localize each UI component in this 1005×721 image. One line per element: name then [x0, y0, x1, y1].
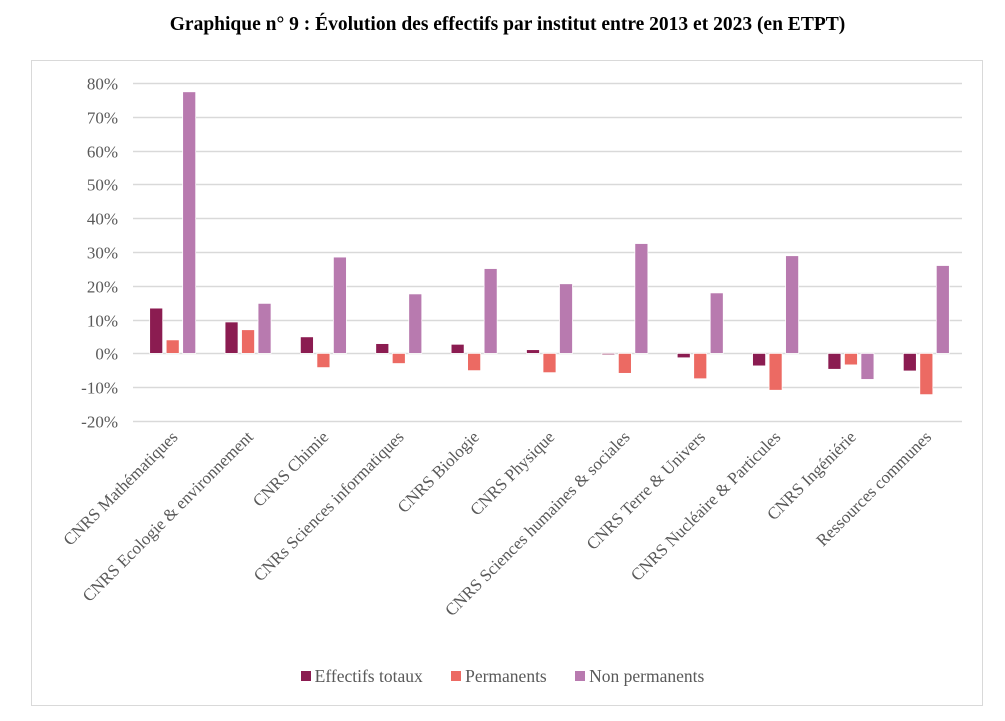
bar-permanents — [391, 353, 406, 364]
gridlines — [133, 82, 962, 423]
legend-label: Effectifs totaux — [314, 666, 423, 686]
legend-item-permanents: Permanents — [451, 666, 547, 687]
y-tick-label: 70% — [87, 109, 118, 128]
legend-swatch — [575, 671, 586, 681]
bars — [149, 91, 950, 396]
bar-permanents — [165, 339, 180, 354]
y-tick-label: -20% — [81, 413, 118, 432]
bar-non-permanents — [935, 265, 950, 354]
y-axis-tick-labels: -20% -10% 0% 10% 20% 30% 40% 50% 60% 70% 80% — [81, 75, 118, 432]
legend-item-non-permanents: Non permanents — [575, 666, 704, 687]
legend-item-effectifs-totaux: Effectifs totaux — [300, 666, 423, 687]
x-category-label: CNRS Nucléaire & Particules — [627, 427, 784, 584]
y-tick-label: 50% — [87, 176, 118, 195]
chart-title: Graphique n° 9 : Évolution des effectifs… — [169, 14, 846, 35]
bar-permanents — [919, 353, 934, 396]
y-tick-label: 30% — [87, 244, 118, 263]
bar-permanents — [467, 353, 482, 372]
y-tick-label: 10% — [87, 312, 118, 331]
bar-effectifs-totaux — [375, 343, 390, 354]
bar-effectifs-totaux — [902, 353, 917, 372]
y-tick-label: 20% — [87, 278, 118, 297]
bar-effectifs-totaux — [450, 343, 465, 354]
bar-effectifs-totaux — [224, 321, 239, 354]
bar-effectifs-totaux — [827, 353, 842, 370]
bar-effectifs-totaux — [149, 307, 164, 354]
bar-non-permanents — [483, 268, 498, 354]
bar-effectifs-totaux — [526, 349, 540, 354]
y-tick-label: -10% — [81, 379, 118, 398]
legend-label: Non permanents — [589, 666, 705, 686]
bar-non-permanents — [333, 256, 347, 354]
y-tick-label: 80% — [87, 75, 118, 94]
bar-non-permanents — [559, 283, 573, 354]
bar-permanents — [768, 353, 783, 391]
bar-effectifs-totaux — [601, 353, 616, 356]
legend-label: Permanents — [465, 666, 547, 686]
bar-non-permanents — [860, 353, 875, 380]
y-tick-label: 40% — [87, 210, 118, 229]
bar-non-permanents — [785, 255, 799, 354]
legend: Effectifs totaux Permanents Non permanen… — [0, 666, 1005, 687]
bar-non-permanents — [257, 303, 272, 354]
bar-non-permanents — [709, 292, 724, 354]
bar-permanents — [844, 353, 858, 366]
y-tick-label: 0% — [95, 345, 118, 364]
bar-permanents — [617, 353, 632, 374]
bar-permanents — [316, 353, 331, 368]
bar-permanents — [542, 353, 557, 374]
bar-permanents — [241, 329, 255, 354]
x-category-label: CNRS Chimie — [249, 427, 332, 510]
bar-effectifs-totaux — [752, 353, 766, 367]
bar-permanents — [693, 353, 708, 380]
legend-swatch — [451, 671, 462, 681]
bar-effectifs-totaux — [300, 336, 314, 354]
y-tick-label: 60% — [87, 143, 118, 162]
bar-non-permanents — [408, 293, 423, 354]
bar-effectifs-totaux — [676, 353, 691, 359]
x-category-label: CNRs Sciences informatiques — [250, 427, 408, 585]
bar-non-permanents — [634, 243, 649, 354]
legend-swatch — [300, 671, 311, 681]
bar-non-permanents — [182, 91, 197, 354]
